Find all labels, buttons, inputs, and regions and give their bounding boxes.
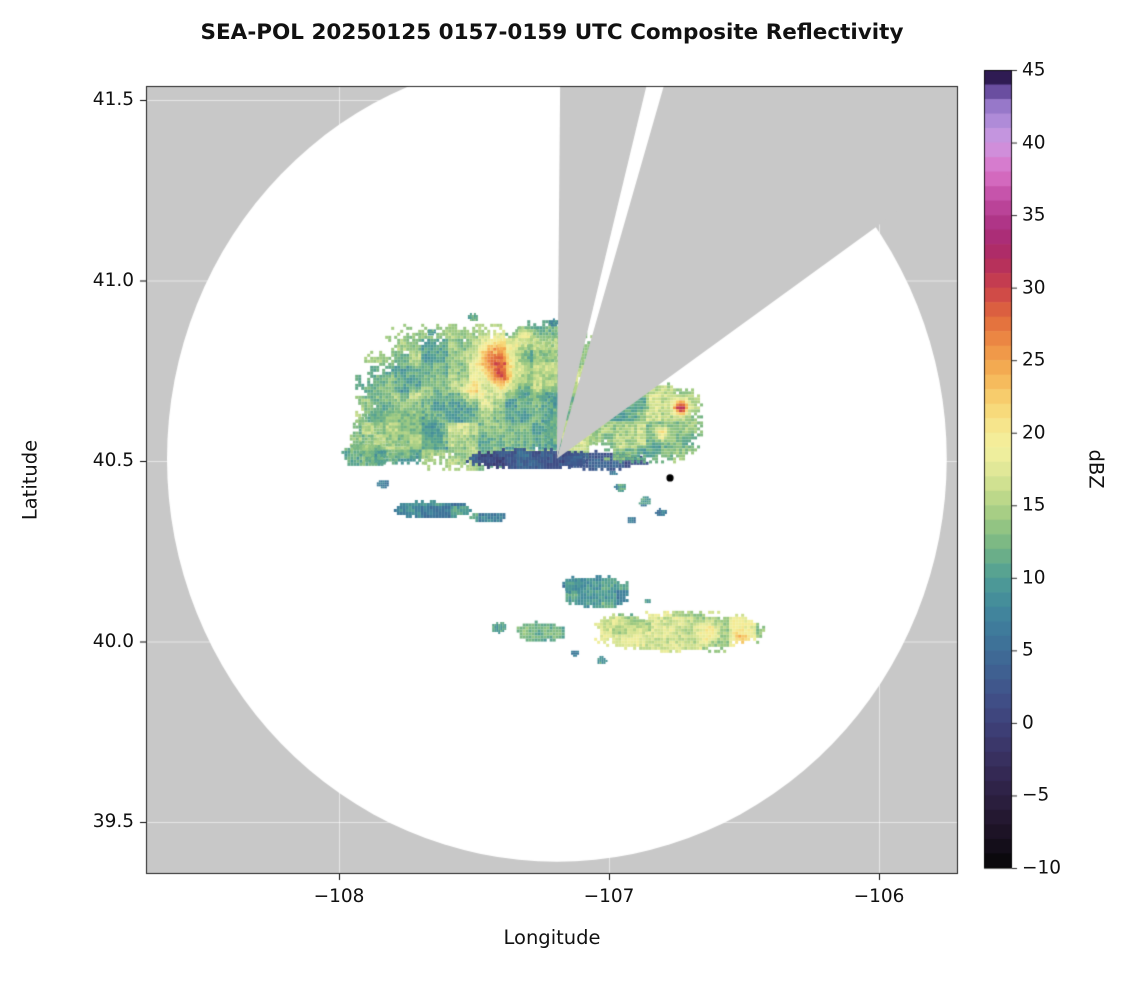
y-tick-label: 40.5 — [92, 450, 134, 471]
colorbar-tick-label: 35 — [1022, 204, 1046, 226]
chart-title: SEA-POL 20250125 0157-0159 UTC Composite… — [200, 20, 904, 45]
colorbar-tick-label: 20 — [1022, 422, 1046, 444]
colorbar-tick-label: −10 — [1022, 857, 1062, 879]
y-tick-label: 40.0 — [92, 631, 134, 652]
y-tick-label: 41.5 — [92, 89, 134, 110]
y-axis-label: Latitude — [18, 439, 42, 521]
y-tick-label: 39.5 — [92, 811, 134, 832]
colorbar-tick-label: −5 — [1022, 784, 1050, 806]
colorbar-tick-label: 15 — [1022, 494, 1046, 516]
x-tick-label: −107 — [583, 886, 635, 907]
colorbar-label: dBZ — [1084, 449, 1108, 489]
x-tick-label: −108 — [313, 886, 365, 907]
colorbar-tick-label: 40 — [1022, 132, 1046, 154]
x-axis-label: Longitude — [503, 926, 601, 949]
colorbar-tick-label: 30 — [1022, 277, 1046, 299]
colorbar-tick-label: 0 — [1022, 712, 1034, 734]
colorbar-tick-label: 5 — [1022, 639, 1034, 661]
colorbar-tick-label: 10 — [1022, 567, 1046, 589]
y-tick-label: 41.0 — [92, 270, 134, 291]
x-tick-label: −106 — [853, 886, 905, 907]
colorbar-tick-label: 45 — [1022, 59, 1046, 81]
colorbar-tick-label: 25 — [1022, 349, 1046, 371]
